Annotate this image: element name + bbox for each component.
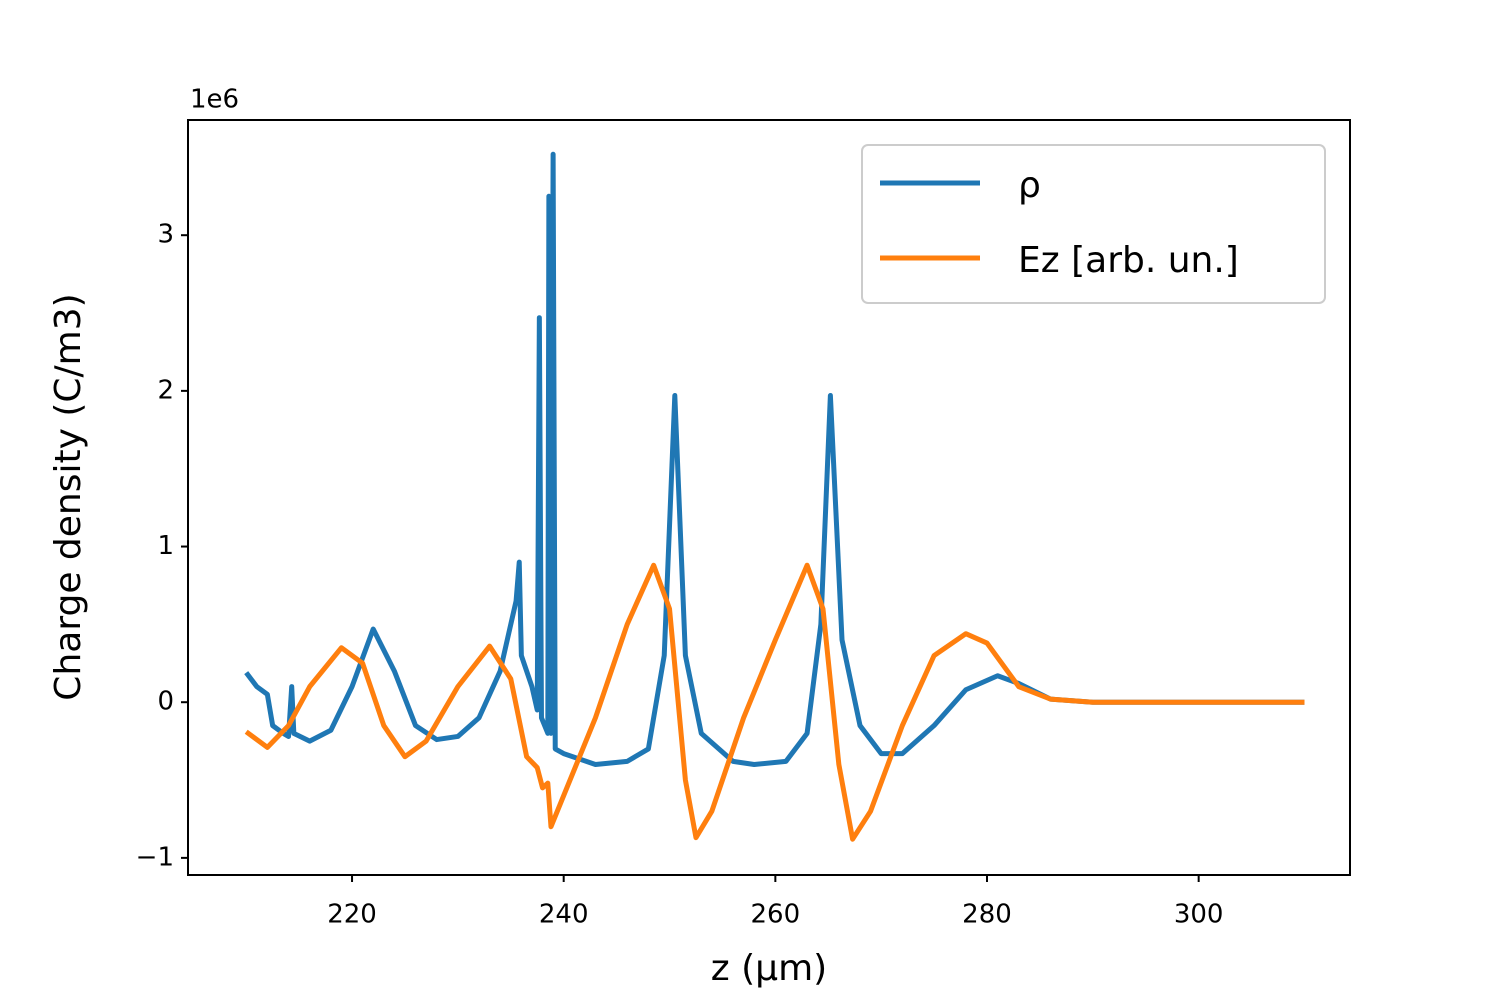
y-axis-label: Charge density (C/m3) [48,293,89,700]
y-tick-label: 1 [157,531,174,561]
x-tick-label: 220 [327,900,377,930]
x-tick-label: 300 [1174,900,1224,930]
legend-label: ρ [1018,165,1041,206]
x-tick-label: 280 [962,900,1012,930]
data-line [244,151,1305,767]
y-tick-label: −1 [136,842,174,872]
y-tick-label: 3 [157,220,174,250]
data-line [244,562,1305,842]
x-axis-label: z (μm) [711,948,827,989]
y-offset-label: 1e6 [190,85,239,115]
x-tick-label: 240 [539,900,589,930]
x-tick-label: 260 [751,900,801,930]
y-tick-label: 2 [157,375,174,405]
legend: ρ Ez [arb. un.] [861,144,1326,304]
plot-frame [187,119,1351,876]
legend-label: Ez [arb. un.] [1018,240,1239,281]
y-tick-label: 0 [157,687,174,717]
